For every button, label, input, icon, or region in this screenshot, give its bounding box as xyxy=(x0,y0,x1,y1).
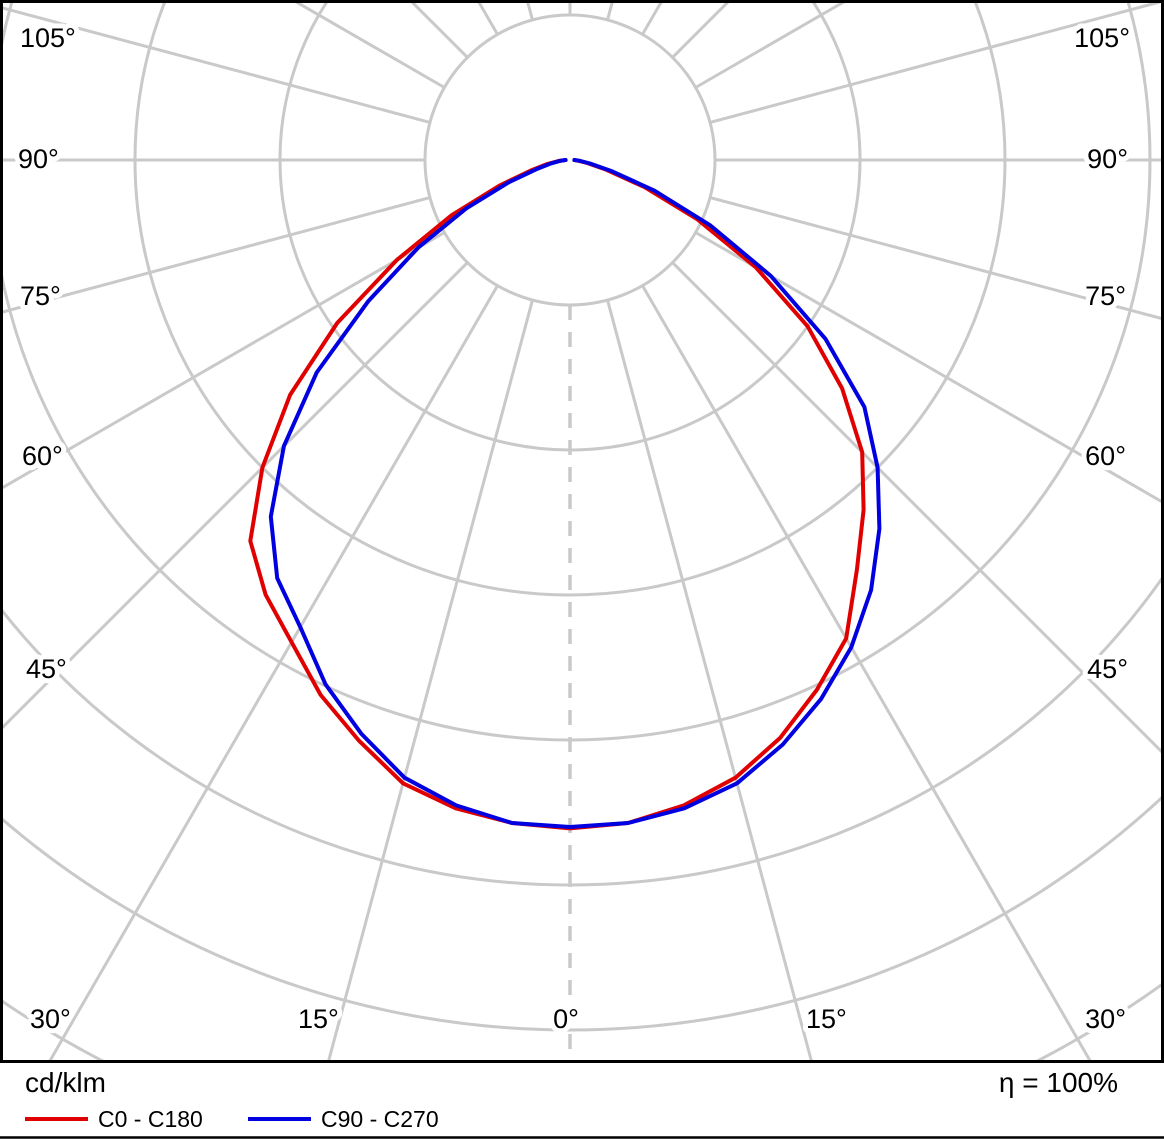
legend: C0 - C180 C90 - C270 xyxy=(25,1106,439,1132)
grid-ring xyxy=(278,3,862,452)
angle-label-right-105°: 105° xyxy=(1074,23,1130,53)
angle-label-left-90°: 90° xyxy=(18,144,59,174)
grid-ring xyxy=(3,577,1161,887)
angle-label-left-30°: 30° xyxy=(30,1004,71,1034)
angle-label-bottom-15°: 15° xyxy=(806,1004,847,1034)
angle-labels: 105° 90° 75° 60° 45° 30° 105° 90° 75° 60° 45° 30° 15… xyxy=(13,18,1135,1039)
angle-label-left-45°: 45° xyxy=(26,654,67,684)
angle-label-right-90°: 90° xyxy=(1087,144,1128,174)
intensity-curves xyxy=(248,158,882,831)
angle-label-bottom-15°: 15° xyxy=(298,1004,339,1034)
grid-ray xyxy=(694,231,1161,503)
angle-label-right-60°: 60° xyxy=(1085,441,1126,471)
grid-ray xyxy=(606,299,813,1061)
unit-label: cd/klm xyxy=(25,1067,106,1098)
grid-ray xyxy=(3,261,469,730)
grid-ray xyxy=(3,231,446,490)
grid-ray xyxy=(709,3,1161,124)
grid-ring xyxy=(423,13,717,307)
legend-label-c0-c180: C0 - C180 xyxy=(98,1106,203,1132)
angle-label-right-45°: 45° xyxy=(1087,654,1128,684)
grid-ray xyxy=(3,6,431,124)
grid-ray xyxy=(709,196,1161,320)
grid-ray xyxy=(671,261,1161,754)
angle-label-right-75°: 75° xyxy=(1085,281,1126,311)
angle-label-left-75°: 75° xyxy=(20,281,61,311)
legend-label-c90-c270: C90 - C270 xyxy=(321,1106,439,1132)
plot-border xyxy=(0,0,1164,1063)
curve-c0-c180 xyxy=(248,158,866,831)
grid-ring xyxy=(3,796,1161,1032)
angle-label-left-60°: 60° xyxy=(22,441,63,471)
grid-ray xyxy=(48,284,499,1061)
curve-c90-c270 xyxy=(268,158,882,829)
angle-label-bottom-0°: 0° xyxy=(553,1004,579,1034)
angle-label-left-105°: 105° xyxy=(20,23,76,53)
grid-ray xyxy=(327,299,534,1061)
efficiency-label: η = 100% xyxy=(999,1067,1118,1098)
grid-ray xyxy=(641,284,1092,1061)
grid-ring xyxy=(3,3,1152,742)
grid-ray xyxy=(3,196,431,314)
angle-label-right-30°: 30° xyxy=(1085,1004,1126,1034)
